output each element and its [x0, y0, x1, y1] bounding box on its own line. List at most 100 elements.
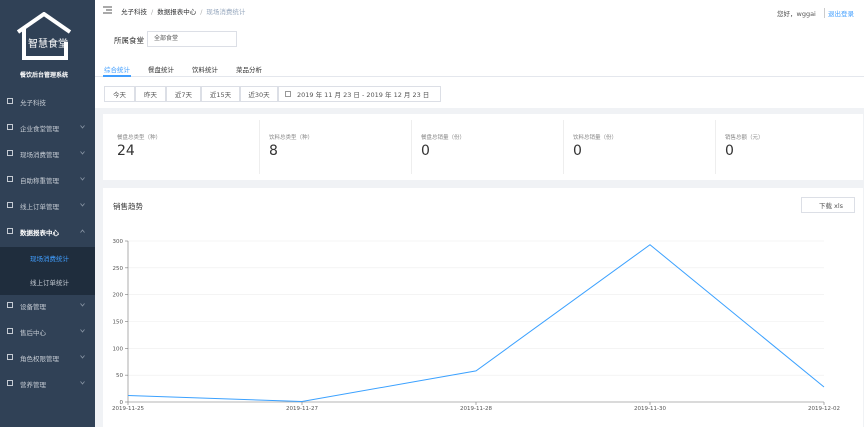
menu-icon [7, 302, 13, 308]
submenu-item[interactable]: 线上订单统计 [30, 279, 69, 287]
date-range[interactable]: 2019 年 11 月 23 日 - 2019 年 12 月 23 日 [278, 86, 441, 102]
filter-label: 所属食堂 [114, 36, 144, 45]
x-tick-label: 2019-12-02 [808, 406, 840, 412]
menu-item[interactable]: 营养管理 [20, 381, 46, 389]
chart-title: 销售趋势 [113, 202, 143, 211]
main: 允子科技 / 数据报表中心 / 现场消费统计 您好，wggai 退出登录 所属食堂 全部… [95, 0, 864, 427]
tab-active-bar [103, 75, 131, 77]
breadcrumb-item: 现场消费统计 [206, 8, 246, 16]
date-button[interactable]: 近15天 [201, 86, 240, 102]
tab[interactable]: 餐盘统计 [148, 66, 174, 74]
stats-panel [103, 114, 863, 180]
chevron [80, 203, 85, 207]
menu-chevron [80, 177, 85, 181]
menu-item[interactable]: 企业食堂管理 [20, 125, 59, 133]
stat-divider [259, 120, 260, 174]
stat-label: 饮料总销量（份） [573, 135, 618, 141]
stat-value: 0 [573, 143, 582, 159]
menu-icon-shape [7, 202, 13, 208]
y-tick-label: 100 [113, 346, 124, 352]
submenu [0, 247, 95, 295]
menu-icon-shape [7, 302, 13, 308]
stat-label: 销售总额（元） [725, 135, 764, 141]
greeting: 您好，wggai [777, 10, 816, 18]
menu-item[interactable]: 角色权限管理 [20, 355, 59, 363]
y-tick-label: 0 [120, 400, 124, 406]
menu-icon [7, 124, 13, 130]
menu-chevron [80, 229, 85, 233]
stat-value: 8 [269, 143, 278, 159]
x-tick-label: 2019-11-28 [460, 406, 492, 412]
stat-divider [411, 120, 412, 174]
breadcrumb-item[interactable]: 数据报表中心 [157, 8, 197, 16]
menu-icon [7, 150, 13, 156]
menu-chevron [80, 303, 85, 307]
menu-icon-shape [7, 98, 13, 104]
stat-label: 饮料总类型（种） [269, 135, 314, 141]
breadcrumb-separator: / [200, 8, 203, 16]
y-tick-label: 250 [113, 266, 124, 272]
stat-label: 餐盘总类型（种） [117, 135, 162, 141]
y-tick-label: 50 [116, 373, 123, 379]
stat-divider [563, 120, 564, 174]
menu-icon-shape [7, 328, 13, 334]
breadcrumb-item[interactable]: 允子科技 [121, 8, 147, 16]
stat-value: 0 [725, 143, 734, 159]
series-line [127, 244, 825, 402]
menu-chevron [80, 355, 85, 359]
y-tick-label: 150 [113, 320, 124, 326]
date-button[interactable]: 今天 [104, 86, 135, 102]
submenu-item[interactable]: 现场消费统计 [30, 255, 69, 263]
menu-icon-shape [7, 150, 13, 156]
top-bar [95, 0, 864, 22]
tab[interactable]: 饮料统计 [192, 66, 218, 74]
tab[interactable]: 综合统计 [104, 66, 130, 74]
tab-line [95, 76, 864, 77]
menu-icon [7, 176, 13, 182]
logo-icon [16, 12, 72, 60]
breadcrumb: 允子科技 / 数据报表中心 / 现场消费统计 [121, 6, 245, 16]
tab[interactable]: 菜品分析 [236, 66, 262, 74]
canteen-select[interactable]: 全部食堂 [147, 31, 237, 47]
menu-item[interactable]: 售后中心 [20, 329, 46, 337]
stat-value: 24 [117, 143, 135, 159]
menu-item[interactable]: 数据报表中心 [20, 229, 59, 237]
menu-toggle[interactable] [103, 6, 112, 14]
stat-label: 餐盘总销量（份） [421, 135, 466, 141]
chart: 0 50 100 150 200 250 300 2019-11-25 2019-11-27 20… [112, 239, 840, 412]
chevron [80, 329, 85, 333]
menu-icon-shape [7, 354, 13, 360]
menu-chevron [80, 151, 85, 155]
menu-item[interactable]: 线上订单管理 [20, 203, 59, 211]
menu-icon [7, 380, 13, 386]
stat-value: 0 [421, 143, 430, 159]
chevron [80, 229, 85, 233]
menu-chevron [80, 329, 85, 333]
date-button[interactable]: 昨天 [135, 86, 166, 102]
y-tick-label: 300 [113, 239, 124, 245]
menu-item[interactable]: 设备管理 [20, 303, 46, 311]
menu-item[interactable]: 自助称重管理 [20, 177, 59, 185]
chevron [80, 151, 85, 155]
menu-item[interactable]: 现场消费管理 [20, 151, 59, 159]
breadcrumb-separator: / [151, 8, 154, 16]
logo-text: 智慧食堂 [28, 39, 68, 50]
menu-chevron [80, 203, 85, 207]
menu-item[interactable]: 允子科技 [20, 99, 46, 107]
download-button[interactable]: 下载 xls [801, 197, 855, 213]
chevron [80, 355, 85, 359]
logo-subtitle: 餐饮后台管理系统 [20, 72, 69, 79]
menu-icon-shape [7, 124, 13, 130]
chevron [80, 303, 85, 307]
menu-icon [7, 98, 13, 104]
chart-panel [103, 188, 863, 427]
menu-chevron [80, 125, 85, 129]
date-button[interactable]: 近30天 [240, 86, 278, 102]
y-tick-label: 200 [113, 293, 124, 299]
logout[interactable]: 退出登录 [824, 8, 854, 18]
menu-icon-shape [7, 176, 13, 182]
date-button[interactable]: 近7天 [166, 86, 201, 102]
menu-chevron [80, 381, 85, 385]
chevron [80, 177, 85, 181]
